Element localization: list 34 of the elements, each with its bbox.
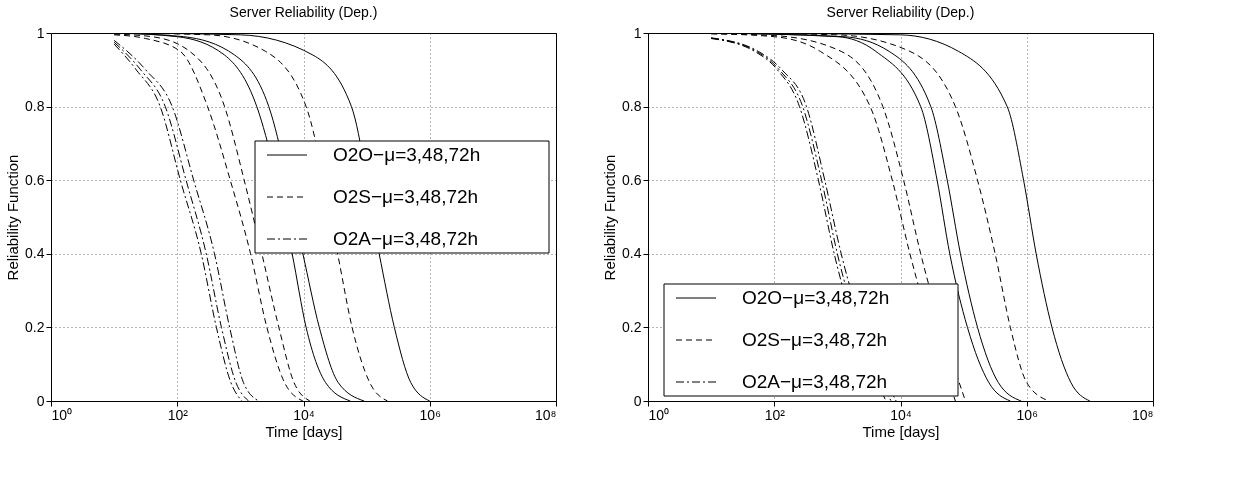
x-tick-label: 10⁴ bbox=[293, 406, 315, 423]
y-axis-title: Reliability Function bbox=[4, 154, 22, 281]
legend-label: O2A−μ=3,48,72h bbox=[333, 228, 479, 249]
x-tick-label: 10² bbox=[167, 406, 189, 423]
y-tick-label: 1 bbox=[633, 24, 642, 41]
x-tick-label: 10⁰ bbox=[648, 406, 670, 423]
y-tick-label: 1 bbox=[36, 24, 45, 41]
legend-label: O2S−μ=3,48,72h bbox=[742, 329, 888, 350]
legend-label: O2S−μ=3,48,72h bbox=[333, 186, 479, 207]
legend-label: O2O−μ=3,48,72h bbox=[742, 287, 890, 308]
legend-label: O2A−μ=3,48,72h bbox=[742, 371, 888, 392]
x-tick-label: 10⁰ bbox=[51, 406, 73, 423]
x-tick-label: 10⁸ bbox=[535, 406, 557, 423]
y-tick-label: 0.4 bbox=[622, 245, 642, 262]
chart-title: Server Reliability (Dep.) bbox=[229, 4, 378, 20]
x-tick-label: 10⁸ bbox=[1132, 406, 1154, 423]
x-axis-title: Time [days] bbox=[265, 422, 343, 440]
y-tick-label: 0 bbox=[633, 392, 642, 409]
x-tick-label: 10⁶ bbox=[1016, 406, 1038, 423]
x-tick-label: 10⁶ bbox=[419, 406, 441, 423]
y-tick-label: 0.6 bbox=[622, 171, 642, 188]
y-tick-label: 0.8 bbox=[25, 98, 45, 115]
x-axis-title: Time [days] bbox=[862, 422, 940, 440]
chart-title: Server Reliability (Dep.) bbox=[826, 4, 975, 20]
x-tick-label: 10² bbox=[764, 406, 786, 423]
y-axis-title: Reliability Function bbox=[601, 154, 619, 281]
y-tick-label: 0.2 bbox=[622, 318, 642, 335]
y-tick-label: 0.4 bbox=[25, 245, 45, 262]
y-tick-label: 0.6 bbox=[25, 171, 45, 188]
y-tick-label: 0.8 bbox=[622, 98, 642, 115]
x-tick-label: 10⁴ bbox=[890, 406, 912, 423]
y-tick-label: 0.2 bbox=[25, 318, 45, 335]
legend-label: O2O−μ=3,48,72h bbox=[333, 144, 481, 165]
y-tick-label: 0 bbox=[36, 392, 45, 409]
